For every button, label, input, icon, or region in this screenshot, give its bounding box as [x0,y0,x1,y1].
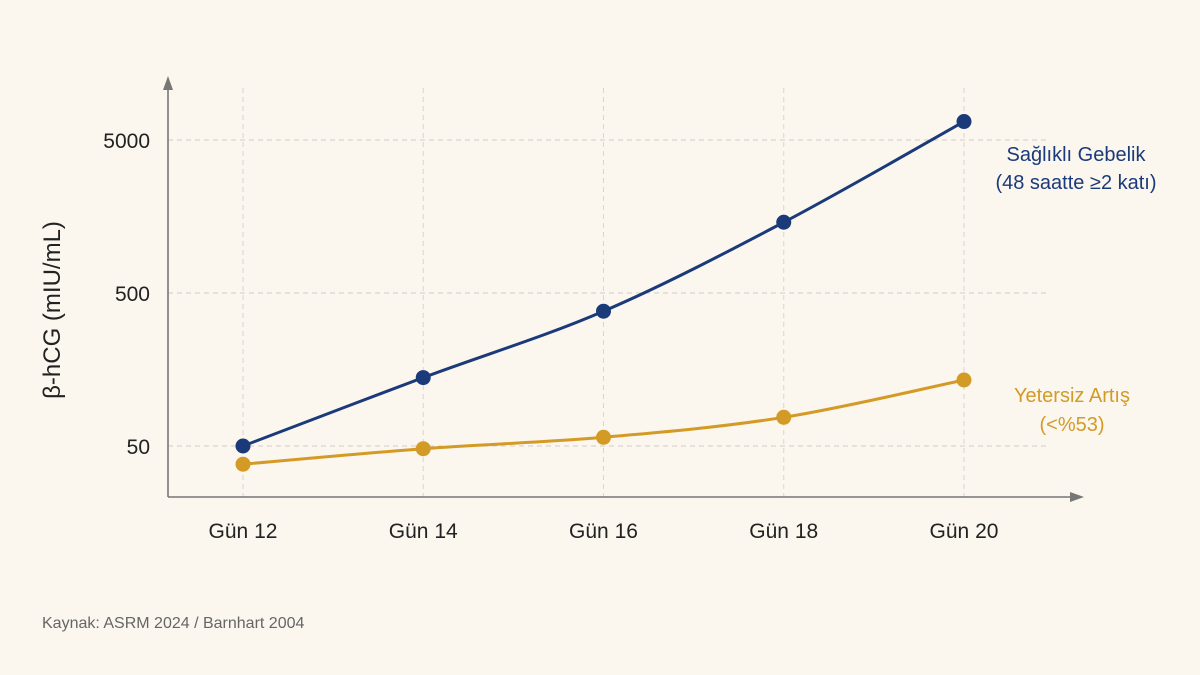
x-axis-arrow [1070,492,1084,502]
y-axis-title: β-hCG (mIU/mL) [39,221,66,399]
axis-layer [163,76,1084,502]
data-point-insufficient [956,372,972,388]
series-label-healthy-name: Sağlıklı Gebelik [1007,144,1147,166]
data-point-healthy [956,114,972,130]
series-labels: Sağlıklı Gebelik (48 saatte ≥2 katı) Yet… [995,144,1156,436]
data-point-insufficient [776,409,792,425]
x-tick-label: Gün 20 [930,520,999,543]
y-axis-arrow [163,76,173,90]
series-label-insufficient-name: Yetersiz Artış [1014,385,1130,407]
source-note: Kaynak: ASRM 2024 / Barnhart 2004 [42,615,304,632]
x-tick-label: Gün 16 [569,520,638,543]
data-point-healthy [596,303,611,319]
series-label-insufficient-note: (<%53) [1039,414,1104,436]
series-layer [235,114,972,472]
y-tick-labels: 50 500 5000 [103,130,150,459]
x-tick-label: Gün 12 [209,520,278,543]
y-tick-label: 50 [127,436,150,459]
data-point-insufficient [415,441,431,457]
data-point-insufficient [596,429,611,445]
data-point-healthy [776,214,792,230]
grid-layer [168,88,1046,497]
data-point-healthy [415,370,431,386]
x-tick-label: Gün 18 [749,520,818,543]
data-point-healthy [235,438,251,454]
series-label-healthy-note: (48 saatte ≥2 katı) [995,172,1156,194]
y-tick-label: 500 [115,283,150,306]
x-tick-labels: Gün 12 Gün 14 Gün 16 Gün 18 Gün 20 [209,520,999,543]
y-tick-label: 5000 [103,130,150,153]
data-point-insufficient [235,456,251,472]
x-tick-label: Gün 14 [389,520,458,543]
